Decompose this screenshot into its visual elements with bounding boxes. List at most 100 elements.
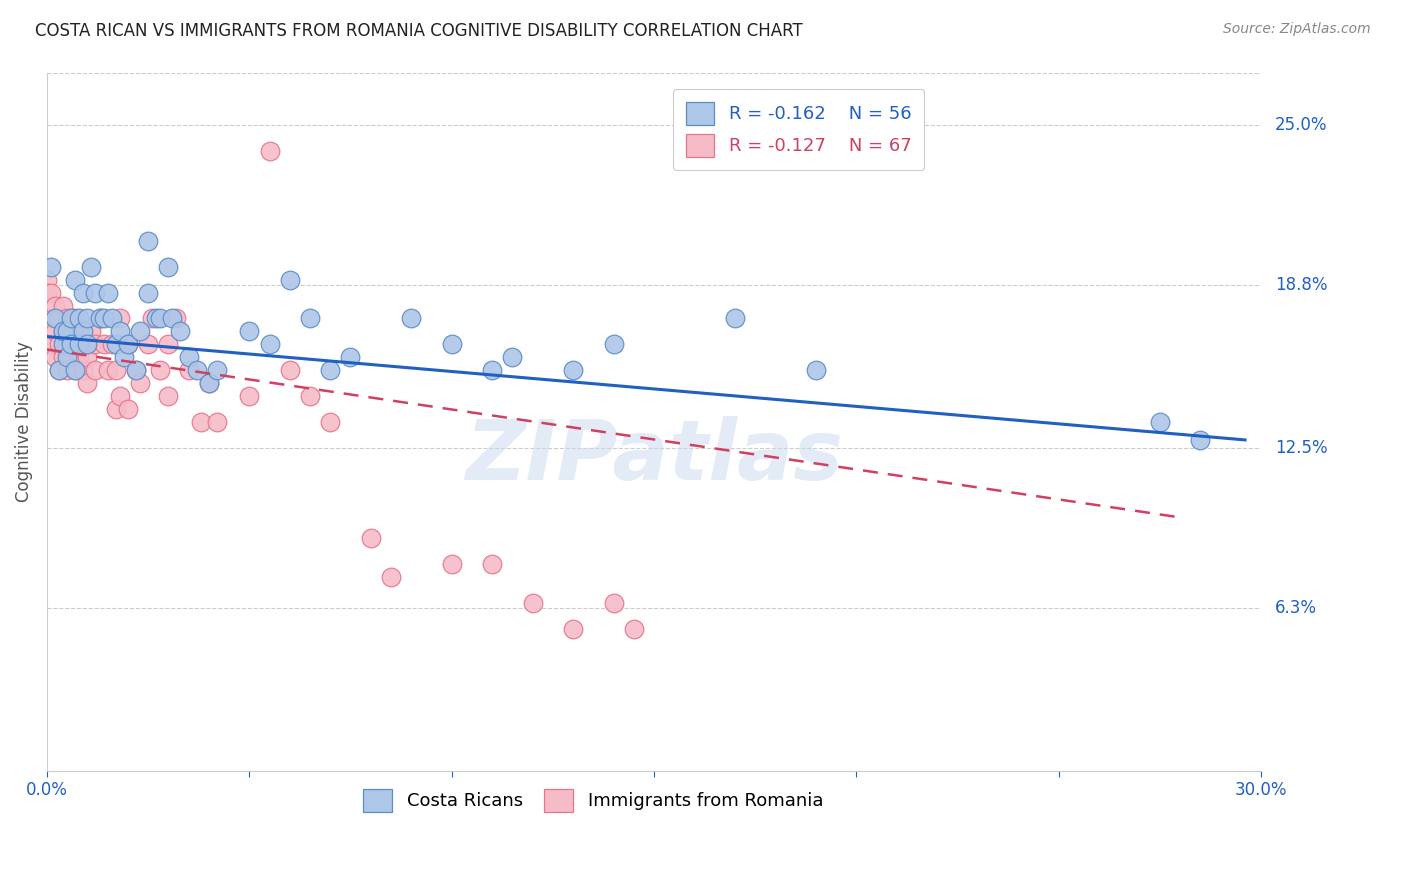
Text: 25.0%: 25.0% — [1275, 116, 1327, 134]
Point — [602, 596, 624, 610]
Point — [157, 389, 180, 403]
Point — [67, 311, 90, 326]
Point — [39, 311, 62, 326]
Point — [52, 299, 75, 313]
Point — [39, 337, 62, 351]
Point — [60, 311, 83, 326]
Point — [1189, 433, 1212, 447]
Point — [44, 311, 66, 326]
Point — [804, 363, 827, 377]
Point — [60, 337, 83, 351]
Point — [39, 285, 62, 300]
Point — [157, 260, 180, 274]
Point — [136, 337, 159, 351]
Point — [481, 557, 503, 571]
Point — [149, 311, 172, 326]
Point — [44, 325, 66, 339]
Point — [380, 570, 402, 584]
Point — [48, 363, 70, 377]
Point — [278, 273, 301, 287]
Point — [136, 234, 159, 248]
Point — [238, 325, 260, 339]
Point — [117, 401, 139, 416]
Point — [259, 144, 281, 158]
Point — [117, 337, 139, 351]
Point — [129, 325, 152, 339]
Point — [56, 363, 79, 377]
Point — [56, 311, 79, 326]
Point — [52, 325, 75, 339]
Point — [141, 311, 163, 326]
Point — [56, 325, 79, 339]
Text: Source: ZipAtlas.com: Source: ZipAtlas.com — [1223, 22, 1371, 37]
Point — [72, 325, 94, 339]
Point — [104, 401, 127, 416]
Point — [60, 325, 83, 339]
Point — [72, 285, 94, 300]
Point — [76, 337, 98, 351]
Point — [125, 363, 148, 377]
Point — [104, 363, 127, 377]
Point — [177, 363, 200, 377]
Point — [360, 531, 382, 545]
Point — [100, 337, 122, 351]
Point — [84, 363, 107, 377]
Point — [97, 285, 120, 300]
Point — [93, 337, 115, 351]
Point — [35, 273, 58, 287]
Point — [35, 285, 58, 300]
Point — [65, 273, 87, 287]
Point — [67, 337, 90, 351]
Point — [52, 350, 75, 364]
Point — [399, 311, 422, 326]
Point — [84, 337, 107, 351]
Point — [52, 325, 75, 339]
Point — [190, 415, 212, 429]
Point — [48, 363, 70, 377]
Point — [67, 350, 90, 364]
Point — [97, 363, 120, 377]
Text: 18.8%: 18.8% — [1275, 276, 1327, 293]
Point — [1149, 415, 1171, 429]
Point — [129, 376, 152, 390]
Point — [562, 363, 585, 377]
Point — [72, 363, 94, 377]
Point — [501, 350, 523, 364]
Text: 6.3%: 6.3% — [1275, 599, 1317, 617]
Point — [76, 350, 98, 364]
Point — [186, 363, 208, 377]
Point — [48, 311, 70, 326]
Point — [65, 337, 87, 351]
Point — [177, 350, 200, 364]
Point — [339, 350, 361, 364]
Point — [80, 260, 103, 274]
Point — [298, 389, 321, 403]
Legend: Costa Ricans, Immigrants from Romania: Costa Ricans, Immigrants from Romania — [350, 776, 837, 824]
Point — [76, 311, 98, 326]
Point — [117, 337, 139, 351]
Point — [136, 285, 159, 300]
Point — [278, 363, 301, 377]
Point — [100, 311, 122, 326]
Point — [157, 337, 180, 351]
Point — [259, 337, 281, 351]
Point — [198, 376, 221, 390]
Y-axis label: Cognitive Disability: Cognitive Disability — [15, 342, 32, 502]
Point — [149, 363, 172, 377]
Point — [205, 415, 228, 429]
Point — [108, 325, 131, 339]
Point — [205, 363, 228, 377]
Point — [623, 622, 645, 636]
Point — [169, 325, 191, 339]
Point — [440, 337, 463, 351]
Point — [198, 376, 221, 390]
Point — [165, 311, 187, 326]
Point — [72, 337, 94, 351]
Point — [89, 311, 111, 326]
Point — [93, 311, 115, 326]
Point — [145, 311, 167, 326]
Point — [76, 376, 98, 390]
Point — [39, 260, 62, 274]
Text: 12.5%: 12.5% — [1275, 439, 1327, 457]
Text: COSTA RICAN VS IMMIGRANTS FROM ROMANIA COGNITIVE DISABILITY CORRELATION CHART: COSTA RICAN VS IMMIGRANTS FROM ROMANIA C… — [35, 22, 803, 40]
